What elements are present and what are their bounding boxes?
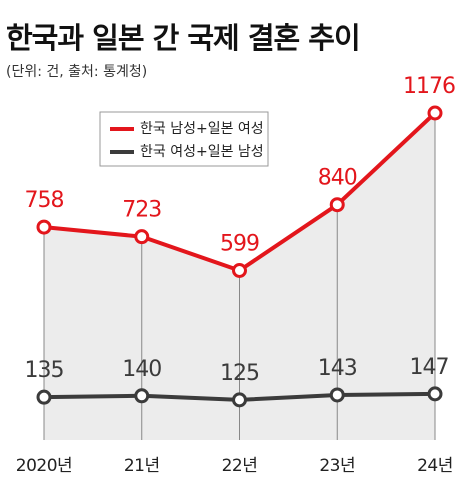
x-tick-label: 23년 [319, 456, 355, 476]
marker [36, 219, 52, 235]
chart-subtitle: (단위: 건, 출처: 통계청) [6, 64, 147, 80]
legend-label: 한국 남성+일본 여성 [140, 121, 264, 137]
marker [329, 197, 345, 213]
value-label: 135 [25, 358, 64, 383]
value-label: 147 [410, 355, 449, 380]
marker [329, 387, 345, 403]
legend-box [99, 111, 269, 167]
marker [134, 229, 150, 245]
marker [36, 389, 52, 405]
marker [134, 388, 150, 404]
marker [232, 392, 247, 408]
legend-label: 한국 여성+일본 남성 [140, 144, 264, 160]
x-tick-label: 24년 [417, 456, 453, 476]
value-label: 599 [220, 231, 259, 256]
marker [427, 386, 443, 402]
x-tick-label: 2020년 [16, 456, 72, 476]
value-label: 143 [318, 356, 357, 381]
value-label: 840 [318, 166, 357, 191]
value-label: 723 [122, 198, 161, 223]
value-label: 125 [220, 361, 259, 386]
marker [427, 105, 443, 121]
chart-title: 한국과 일본 간 국제 결혼 추이 [6, 21, 360, 55]
x-tick-label: 21년 [124, 456, 160, 476]
x-tick-label: 22년 [222, 456, 258, 476]
value-label: 1176 [403, 74, 455, 99]
value-label: 140 [122, 357, 161, 382]
marker [232, 262, 247, 278]
value-label: 758 [25, 188, 64, 213]
